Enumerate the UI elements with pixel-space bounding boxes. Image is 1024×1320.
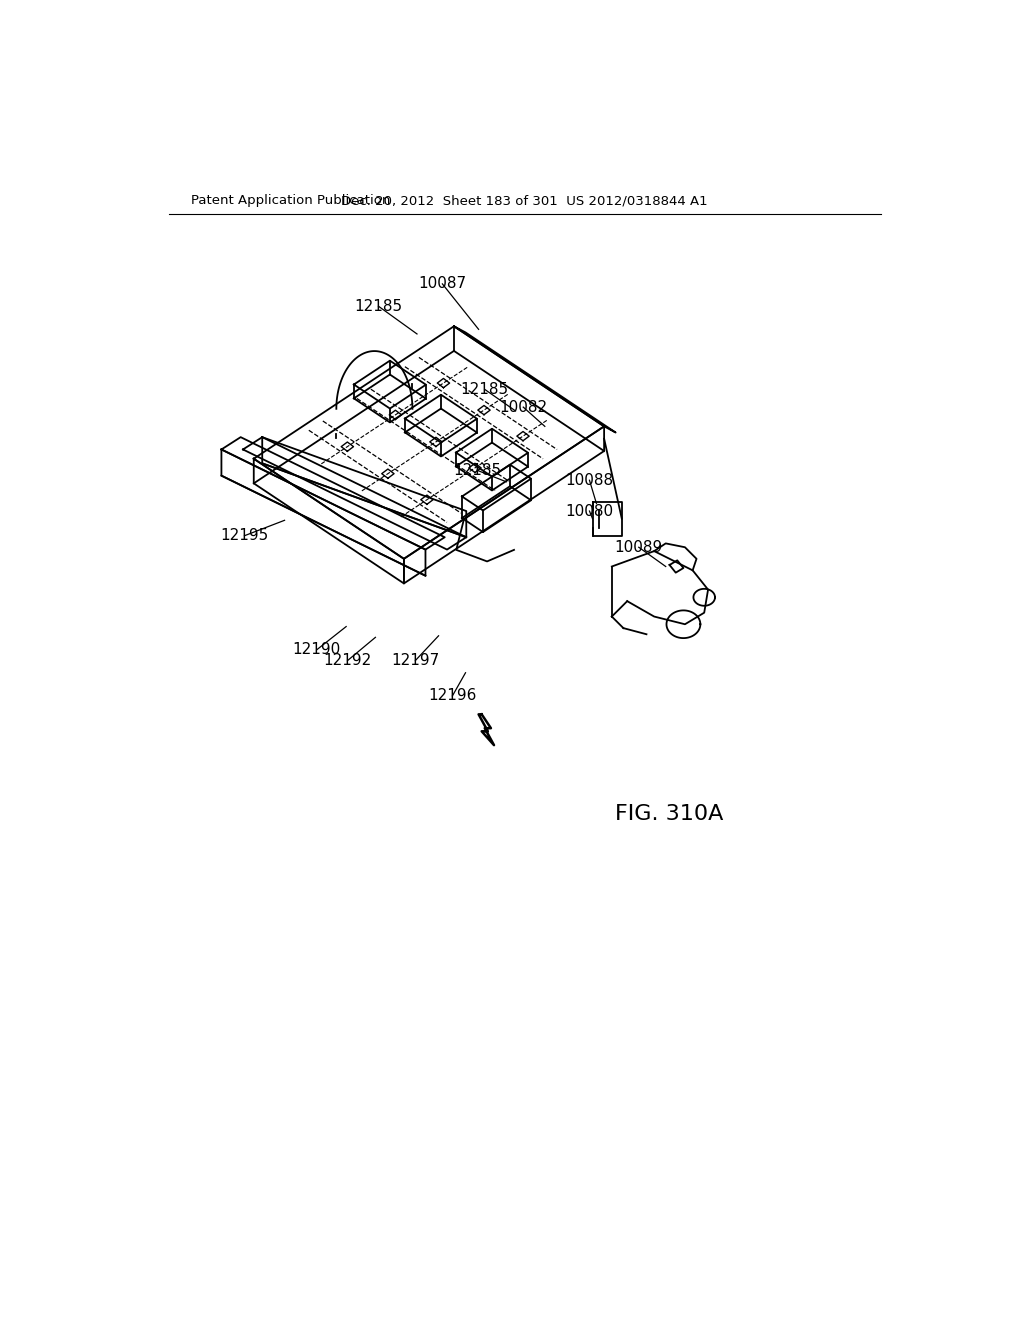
- Text: 10080: 10080: [565, 503, 613, 519]
- Text: Patent Application Publication: Patent Application Publication: [190, 194, 390, 207]
- Text: 12185: 12185: [461, 381, 509, 397]
- Text: 12185: 12185: [354, 298, 402, 314]
- Text: 12190: 12190: [293, 642, 341, 657]
- Text: 12197: 12197: [391, 653, 439, 668]
- Text: 10087: 10087: [419, 276, 467, 292]
- Text: 10089: 10089: [614, 540, 663, 554]
- Text: 10082: 10082: [499, 400, 547, 414]
- Text: Dec. 20, 2012  Sheet 183 of 301  US 2012/0318844 A1: Dec. 20, 2012 Sheet 183 of 301 US 2012/0…: [341, 194, 709, 207]
- Text: 12195: 12195: [220, 528, 268, 544]
- Text: 12192: 12192: [324, 653, 372, 668]
- Text: 12185: 12185: [453, 463, 501, 478]
- Text: 10088: 10088: [565, 473, 613, 488]
- Text: 12196: 12196: [428, 688, 476, 704]
- Text: FIG. 310A: FIG. 310A: [615, 804, 724, 825]
